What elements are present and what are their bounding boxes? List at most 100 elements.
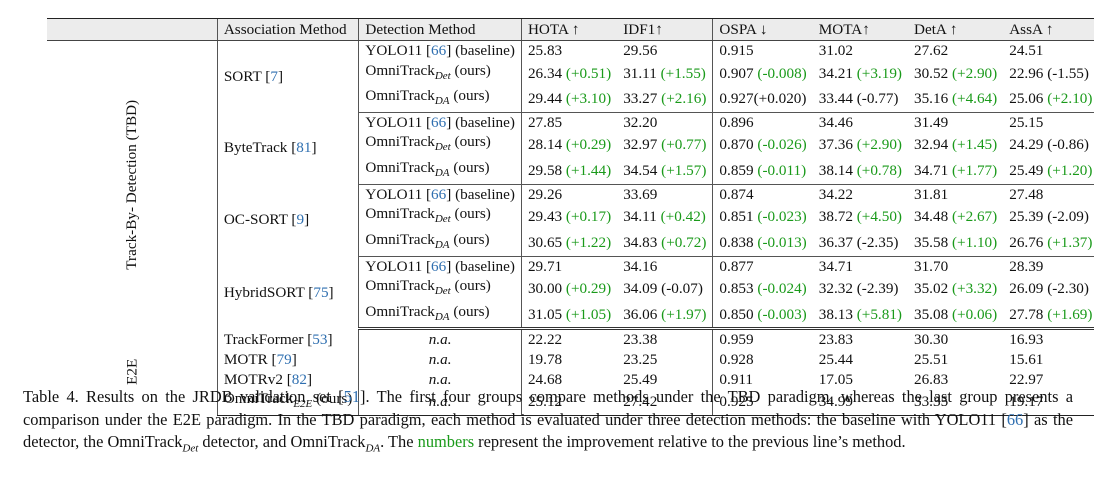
metric-cell: 0.853 (-0.024) [712,276,813,302]
delta-value: (+0.72) [661,233,707,251]
metric-cell: 38.14 (+0.78) [812,158,908,185]
delta-value: (+2.90) [856,136,902,154]
table-row: OmniTrackDA (ours) 30.65 (+1.22) 34.83 (+0… [47,229,1094,257]
delta-value: (-0.013) [757,233,807,251]
metric-cell: 34.48 (+2.67) [913,208,998,226]
citation-link[interactable]: 66 [431,257,447,275]
metric-cell: 27.48 [1009,185,1044,203]
association-method: HybridSORT [75] [216,256,359,329]
citation-link[interactable]: 9 [296,211,305,229]
delta-value: (+2.16) [661,90,707,108]
metric-cell: 34.54 (+1.57) [617,158,713,185]
table-body: Track-By- Detection (TBD) SORT [7] YOLO11 … [47,40,1094,416]
detection-method: OmniTrackDA (ours) [358,86,522,113]
delta-value: (+3.19) [856,64,902,82]
metric-cell: 0.851 (-0.023) [712,204,813,230]
delta-value: (+3.32) [951,280,998,298]
header-assa: AssA ↑ [1003,18,1094,41]
metric-cell: 33.44 (-0.77) [812,86,908,113]
metric-cell: 34.99 [812,389,908,416]
citation-link[interactable]: 82 [291,370,307,388]
metric-cell: 26.83 [913,370,949,388]
metric-cell: 0.915 [712,40,813,61]
metric-cell: 0.927(+0.020) [712,86,813,113]
citation-link[interactable]: 7 [270,67,278,85]
delta-value: (+2.10) [1047,90,1093,108]
metric-cell: 25.51 [913,350,949,368]
metric-cell: 28.39 [1009,257,1044,275]
delta-value: (+1.55) [660,64,706,82]
table-row: E2E TrackFormer [53] n.a. 22.22 23.38 0.959 23… [47,328,1094,385]
metric-cell: 0.907 (-0.008) [712,60,813,87]
table-row: OmniTrackDet (ours) 29.43 (+0.17) 34.11 (+… [47,204,1094,230]
detection-method: OmniTrackDA (ours) [358,229,522,257]
citation-link[interactable]: 75 [313,283,329,301]
delta-value: (+0.17) [565,208,612,226]
metric-cell: 34.71 (+1.77) [907,158,1004,185]
table-row: ByteTrack [81] YOLO11 [66] (baseline) 27.8… [47,112,1094,185]
metric-cell: 32.20 [623,113,658,131]
citation-link[interactable]: 79 [276,350,292,368]
metric-cell: 0.925 [712,389,813,416]
metric-cell: 27.42 [617,389,713,416]
detection-method: OmniTrackDA (ours) [358,158,522,185]
table-row: OmniTrackDA (ours) 31.05 (+1.05) 36.06 (+1… [47,301,1094,331]
metric-cell: 31.70 [913,257,949,275]
citation-link[interactable]: 66 [431,185,447,203]
metric-cell: 17.05 [818,370,853,388]
metric-cell: 0.850 (-0.003) [712,301,813,331]
delta-value: (-2.09) [1047,208,1089,226]
metric-cell: 25.83 [520,40,618,61]
metric-cell: 25.49 (+1.20) [1003,158,1094,185]
citation-link[interactable]: 66 [431,42,447,59]
metric-cell: 35.02 (+3.32) [913,280,998,298]
metric-cell: 0.838 (-0.013) [712,229,813,257]
metric-cell: 28.14 (+0.29) [520,132,618,159]
metric-cell: 31.11 (+1.55) [623,64,706,82]
citation-link[interactable]: 66 [431,113,447,131]
table-row: HybridSORT [75] YOLO11 [66] (baseline) 29.… [47,256,1094,329]
citation-link[interactable]: 81 [296,139,312,157]
association-method: ByteTrack [81] [216,112,359,185]
table-row: OmniTrackDA (ours) 29.58 (+1.44) 34.54 (+1… [47,158,1094,185]
delta-value: (-0.77) [856,90,899,108]
metric-cell: 29.71 [520,256,618,277]
detection-method: OmniTrackDA (ours) [358,301,522,331]
detection-method: OmniTrackDet (ours) [358,132,522,159]
metric-cell: 0.928 [712,349,813,370]
delta-value: (+1.77) [951,162,998,180]
delta-value: (-2.35) [856,233,899,251]
metric-cell: 16.93 [1009,331,1044,349]
delta-value: (-0.07) [661,280,703,298]
delta-value: (+2.90) [951,64,998,82]
header-detection-method: Detection Method [358,18,522,41]
delta-value: (-0.008) [757,64,807,82]
metric-cell: 25.44 [818,350,853,368]
delta-value: (-0.003) [757,305,807,323]
detection-method: OmniTrackDet (ours) [358,60,522,87]
citation-link[interactable]: 53 [312,330,328,348]
citation-link[interactable]: 51 [343,387,361,406]
metric-cell: 23.83 [818,331,853,349]
detection-method: n.a. [358,349,522,370]
delta-value: (+1.44) [565,162,612,180]
detection-method: n.a. [358,369,522,390]
metric-cell: 27.62 [913,42,949,59]
metric-cell: 36.37 (-2.35) [812,229,908,257]
metric-cell: 27.78 (+1.69) [1003,301,1094,331]
association-method: TrackFormer [53] [216,328,359,350]
metric-cell: 25.06 (+2.10) [1003,86,1094,113]
table-caption: Table 4. Results on the JRDB validation … [23,387,1073,455]
metric-cell: 36.06 (+1.97) [617,301,713,331]
delta-value: (+0.51) [565,64,612,82]
results-table: Association Method Detection Method HOTA… [47,18,1094,416]
delta-value: (+1.10) [951,233,998,251]
metric-cell: 33.27 (+2.16) [617,86,713,113]
citation-link[interactable]: 66 [1006,409,1024,429]
delta-value: (+0.06) [951,305,998,323]
delta-value: (+4.50) [856,208,902,226]
delta-value: (+1.37) [1047,233,1093,251]
table-row: Track-By- Detection (TBD) SORT [7] YOLO11 … [47,40,1094,270]
delta-value: (+0.29) [565,136,612,154]
metric-cell: 0.874 [712,184,813,205]
